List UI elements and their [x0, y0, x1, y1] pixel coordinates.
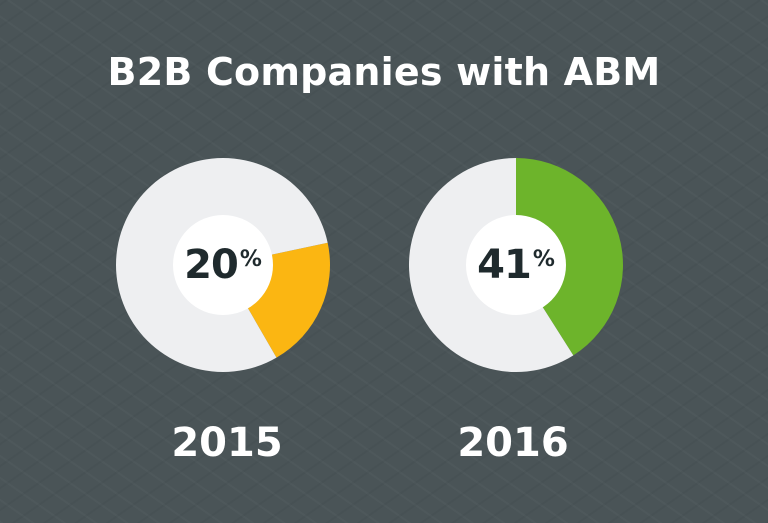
- donut-center-2015: [173, 215, 273, 315]
- donut-svg-2016: [408, 158, 623, 372]
- percent-label-2016: 41%: [406, 155, 626, 375]
- donut-center-2016: [466, 215, 566, 315]
- percent-label-2015: 20%: [113, 155, 333, 375]
- year-label-2015: 2015: [171, 420, 283, 466]
- donut-chart-2016: 41%: [406, 155, 626, 375]
- percent-value-2015: 20: [184, 242, 239, 288]
- donut-chart-2015: 20%: [113, 155, 333, 375]
- year-label-2016: 2016: [457, 420, 569, 466]
- chart-title: B2B Companies with ABM: [107, 50, 661, 94]
- donut-svg-2015: [115, 157, 330, 372]
- percent-sign-2016: %: [532, 247, 555, 272]
- percent-value-2016: 41: [477, 242, 532, 288]
- percent-sign-2015: %: [239, 247, 262, 272]
